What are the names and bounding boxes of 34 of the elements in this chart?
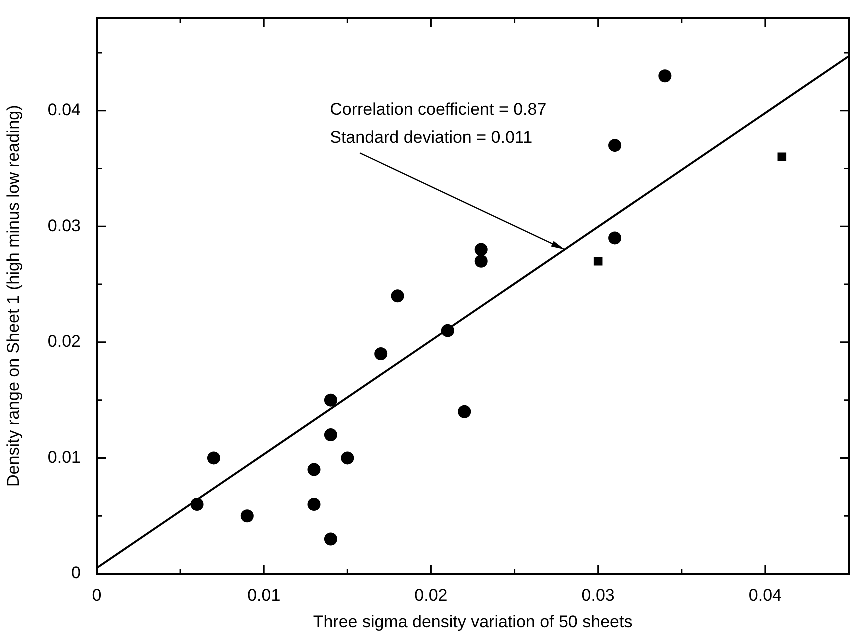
annotation: Standard deviation = 0.011 xyxy=(330,128,533,147)
point xyxy=(308,463,321,476)
point xyxy=(441,324,454,338)
x-tick-label: 0.01 xyxy=(248,586,281,605)
y-tick-label: 0.04 xyxy=(48,100,81,120)
x-tick-label: 0 xyxy=(92,586,102,605)
x-tick-label: 0.02 xyxy=(414,586,448,605)
point xyxy=(341,452,354,465)
point xyxy=(778,152,787,162)
x-axis-title: Three sigma density variation of 50 sheets xyxy=(313,612,633,632)
point xyxy=(391,290,404,303)
point xyxy=(608,139,622,152)
point xyxy=(240,510,254,523)
y-tick-label: 0.02 xyxy=(48,332,81,352)
point xyxy=(458,405,472,418)
point xyxy=(658,70,672,83)
y-tick-label: 0 xyxy=(72,564,81,583)
point xyxy=(324,532,338,546)
point xyxy=(190,498,204,512)
y-axis-title: Density range on Sheet 1 (high minus low reading) xyxy=(4,105,23,487)
annotation: Correlation coefficient = 0.87 xyxy=(330,100,547,119)
point xyxy=(608,232,622,245)
x-tick-label: 0.04 xyxy=(748,586,782,605)
x-tick-label: 0.03 xyxy=(582,586,615,605)
y-tick-label: 0.01 xyxy=(48,448,81,467)
point xyxy=(308,498,321,512)
point xyxy=(324,394,338,407)
point xyxy=(324,428,338,442)
point xyxy=(474,243,488,256)
y-tick-label: 0.03 xyxy=(48,216,81,236)
point xyxy=(374,347,388,360)
point xyxy=(474,254,488,268)
point xyxy=(594,256,603,266)
point xyxy=(207,452,220,465)
